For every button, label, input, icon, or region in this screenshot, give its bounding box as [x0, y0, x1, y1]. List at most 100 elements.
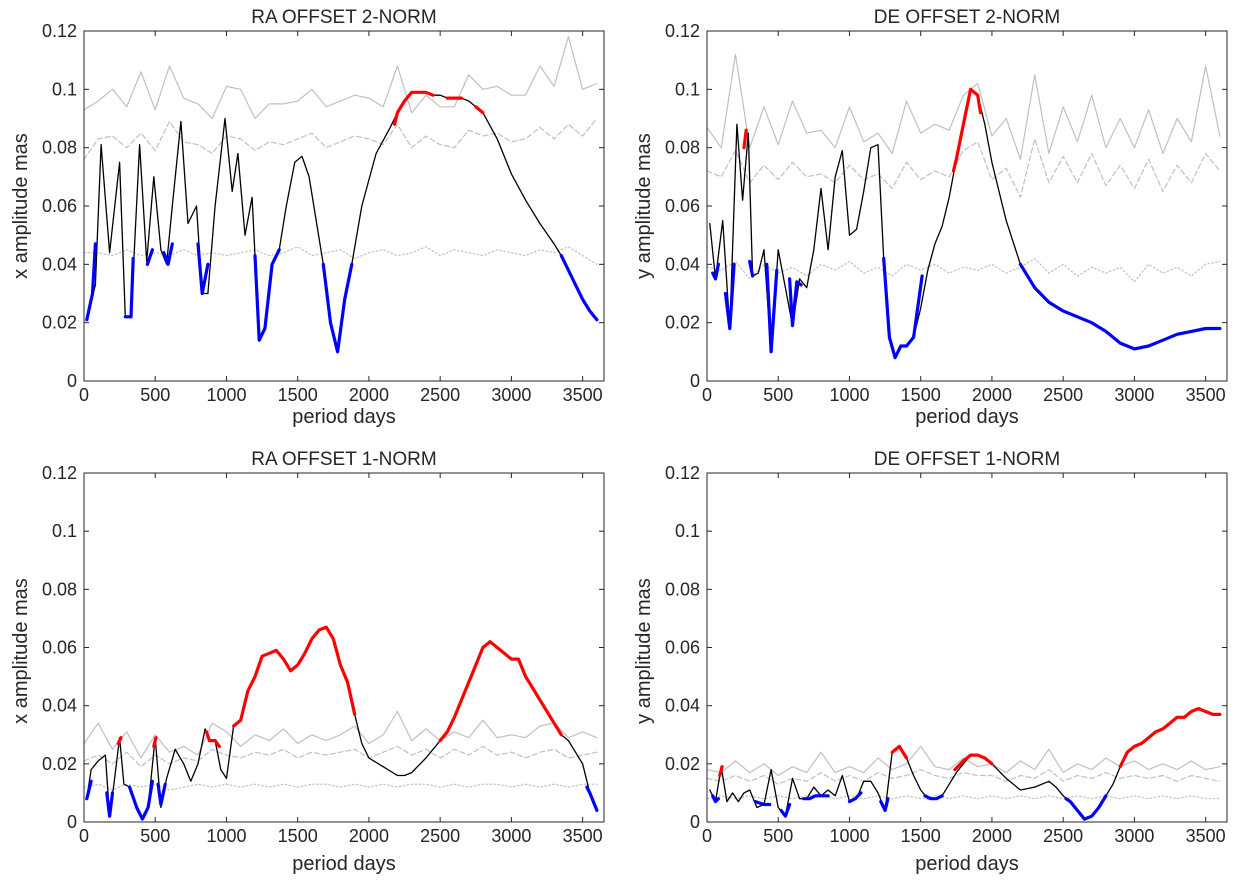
x-tick-label: 3000 — [491, 385, 531, 405]
y-tick-label: 0.06 — [42, 196, 77, 216]
x-tick-label: 1000 — [829, 385, 869, 405]
panel-title: RA OFFSET 1-NORM — [251, 449, 436, 470]
y-tick-label: 0.1 — [52, 79, 77, 99]
x-tick-label: 2000 — [972, 385, 1012, 405]
x-tick-label: 1000 — [206, 826, 246, 846]
panel-ra-offset-2-norm: RA OFFSET 2-NORM period days x amplitude… — [10, 7, 605, 428]
low-segment-line — [253, 248, 281, 342]
reference-solid-line — [84, 36, 598, 120]
low-segment-line — [748, 259, 755, 278]
low-segment-line — [123, 256, 135, 319]
x-tick-label: 500 — [140, 826, 170, 846]
low-segment-line — [923, 794, 944, 801]
y-tick-label: 0.08 — [42, 579, 77, 599]
x-tick-label: 0 — [702, 826, 712, 846]
low-segment-line — [85, 242, 98, 322]
series-group — [84, 36, 599, 354]
high-segment-line — [890, 744, 909, 760]
x-tick-label: 0 — [79, 385, 89, 405]
high-segment-line — [393, 90, 435, 126]
low-segment-line — [882, 256, 924, 360]
x-tick-label: 1500 — [901, 826, 941, 846]
high-segment-line — [152, 736, 158, 749]
panel-de-offset-1-norm: DE OFFSET 1-NORM period days y amplitude… — [633, 449, 1228, 875]
series-group — [707, 706, 1222, 821]
x-tick-label: 1500 — [901, 385, 941, 405]
low-segment-line — [1018, 262, 1222, 351]
panel-title: DE OFFSET 1-NORM — [874, 449, 1061, 470]
low-segment-line — [711, 262, 721, 281]
low-segment-line — [847, 791, 863, 804]
low-segment-line — [85, 779, 93, 801]
x-tick-label: 500 — [763, 385, 793, 405]
low-segment-line — [711, 794, 721, 804]
x-tick-label: 1000 — [829, 826, 869, 846]
x-tick-label: 2500 — [1043, 385, 1083, 405]
y-tick-label: 0.06 — [42, 638, 77, 658]
reference-dotted-line — [84, 783, 598, 791]
low-segment-line — [162, 242, 174, 266]
low-segment-line — [723, 262, 736, 331]
y-tick-label: 0 — [690, 812, 700, 832]
y-tick-label: 0 — [67, 371, 77, 391]
low-segment-line — [128, 779, 154, 821]
low-segment-line — [156, 782, 167, 807]
x-tick-label: 0 — [79, 826, 89, 846]
x-tick-label: 1500 — [278, 826, 318, 846]
low-segment-line — [585, 785, 599, 813]
high-segment-line — [204, 730, 221, 749]
y-tick-label: 0.1 — [52, 521, 77, 541]
x-tick-label: 2500 — [420, 385, 460, 405]
y-tick-label: 0.12 — [665, 463, 700, 483]
high-segment-line — [953, 753, 994, 772]
low-segment-line — [145, 248, 154, 266]
reference-dashed-line — [707, 138, 1221, 198]
x-axis-label: period days — [915, 853, 1018, 875]
y-tick-label: 0.1 — [675, 79, 700, 99]
high-segment-line — [742, 128, 748, 150]
y-tick-label: 0.08 — [42, 138, 77, 158]
panel-title: DE OFFSET 2-NORM — [874, 7, 1061, 28]
y-tick-label: 0 — [67, 812, 77, 832]
x-tick-label: 500 — [140, 385, 170, 405]
x-tick-label: 500 — [763, 826, 793, 846]
x-tick-label: 3000 — [491, 826, 531, 846]
low-segment-line — [1064, 794, 1108, 821]
low-segment-line — [765, 262, 779, 354]
x-axis-label: period days — [292, 406, 395, 428]
reference-solid-line — [707, 745, 1221, 777]
x-axis-label: period days — [292, 853, 395, 875]
low-segment-line — [787, 277, 803, 328]
high-segment-line — [116, 736, 123, 746]
y-axis-label: y amplitude mas — [633, 133, 655, 279]
y-tick-label: 0 — [690, 371, 700, 391]
panel-title: RA OFFSET 2-NORM — [251, 7, 436, 28]
x-tick-label: 3000 — [1114, 385, 1154, 405]
series-group — [84, 625, 599, 821]
panel-ra-offset-1-norm: RA OFFSET 1-NORM period days x amplitude… — [10, 449, 605, 875]
y-tick-label: 0.06 — [665, 638, 700, 658]
y-tick-label: 0.04 — [42, 254, 77, 274]
reference-dashed-line — [84, 745, 598, 768]
low-segment-line — [802, 794, 830, 801]
y-axis-label: x amplitude mas — [10, 133, 32, 279]
y-tick-label: 0.1 — [675, 521, 700, 541]
x-tick-label: 3000 — [1114, 826, 1154, 846]
low-segment-line — [321, 262, 354, 354]
x-tick-label: 3500 — [563, 826, 603, 846]
y-tick-label: 0.04 — [42, 696, 77, 716]
reference-dotted-line — [707, 795, 1221, 800]
x-tick-label: 2000 — [349, 826, 389, 846]
x-tick-label: 2000 — [349, 385, 389, 405]
high-segment-line — [718, 765, 724, 778]
reference-dashed-line — [84, 117, 598, 160]
high-segment-line — [1118, 706, 1222, 769]
y-tick-label: 0.12 — [42, 463, 77, 483]
x-tick-label: 1500 — [278, 385, 318, 405]
y-tick-label: 0.12 — [665, 21, 700, 41]
panel-de-offset-2-norm: DE OFFSET 2-NORM period days y amplitude… — [633, 7, 1228, 428]
y-tick-label: 0.06 — [665, 196, 700, 216]
y-tick-label: 0.04 — [665, 696, 700, 716]
y-tick-label: 0.08 — [665, 579, 700, 599]
